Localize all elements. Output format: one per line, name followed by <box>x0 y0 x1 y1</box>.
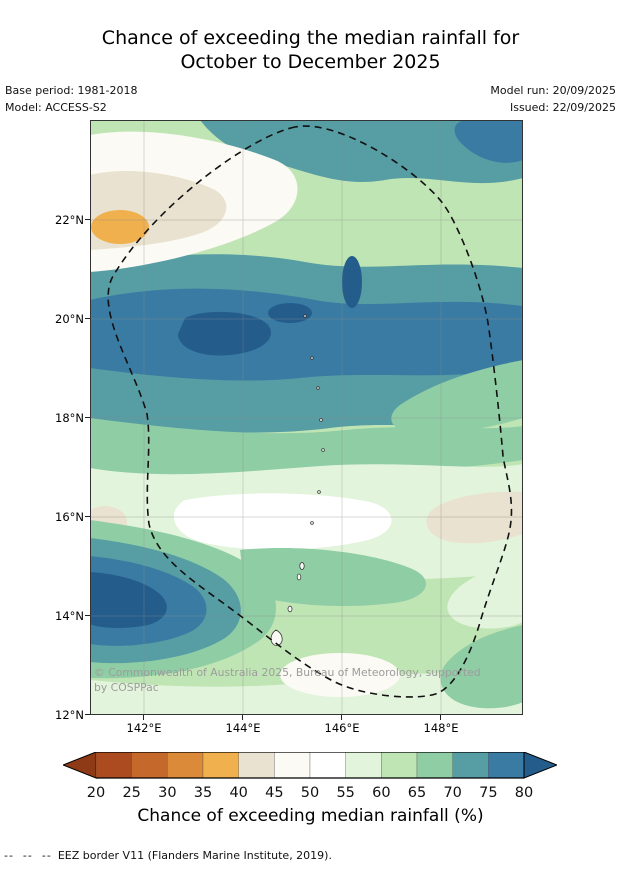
colorbar-segment <box>345 752 382 779</box>
x-tick-142e: 142°E <box>126 721 162 735</box>
island-dot <box>317 490 321 494</box>
x-tick-144e: 144°E <box>225 721 261 735</box>
contour-blob <box>440 625 523 709</box>
colorbar-tick: 40 <box>229 785 247 801</box>
contour-blob <box>240 548 427 607</box>
x-tick-146e: 146°E <box>324 721 360 735</box>
y-tickmark <box>85 219 90 220</box>
colorbar-tick: 50 <box>301 785 319 801</box>
colorbar-tick: 65 <box>408 785 426 801</box>
eez-footnote: -- -- -- EEZ border V11 (Flanders Marine … <box>4 849 332 862</box>
colorbar-tick: 60 <box>372 785 390 801</box>
figure-title: Chance of exceeding the median rainfall … <box>0 26 621 74</box>
run-metadata-right: Model run: 20/09/2025 Issued: 22/09/2025 <box>490 82 616 116</box>
model-label: Model: ACCESS-S2 <box>5 101 107 114</box>
y-tick-20n: 20°N <box>55 312 84 326</box>
gridlines <box>90 120 523 715</box>
contour-core-over80 <box>178 311 271 356</box>
colorbar-tick: 20 <box>87 785 105 801</box>
island-tinian <box>296 573 302 581</box>
island-dot <box>316 386 320 390</box>
y-tickmark <box>85 417 90 418</box>
copyright-line-2: by COSPPac <box>94 681 159 694</box>
y-tick-22n: 22°N <box>55 213 84 227</box>
contour-blob <box>447 560 523 629</box>
colorbar-tick: 80 <box>515 785 533 801</box>
island-dot <box>310 356 314 360</box>
colorbar-segment <box>452 752 489 779</box>
rainfall-probability-map: © Commonwealth of Australia 2025, Bureau… <box>90 120 523 715</box>
colorbar-tick: 35 <box>194 785 212 801</box>
colorbar-tick: 30 <box>158 785 176 801</box>
island-dot <box>310 521 314 525</box>
contour-core-over80 <box>342 256 362 308</box>
island-dot <box>319 418 323 422</box>
colorbar-segment <box>95 752 132 779</box>
y-tickmark <box>85 516 90 517</box>
map-frame <box>90 120 523 715</box>
copyright-line-1: © Commonwealth of Australia 2025, Bureau… <box>94 666 481 679</box>
issued-label: Issued: 22/09/2025 <box>509 101 616 114</box>
title-line-2: October to December 2025 <box>180 51 441 73</box>
colorbar-under-arrow <box>63 752 97 779</box>
colorbar-tick: 45 <box>265 785 283 801</box>
colorbar-tick: 75 <box>479 785 497 801</box>
colorbar-outline <box>96 752 524 779</box>
y-tickmark <box>85 615 90 616</box>
eez-dash-symbol: -- -- -- <box>4 849 52 862</box>
colorbar-over-arrow <box>523 752 557 779</box>
colorbar-segment <box>488 752 525 779</box>
x-tick-148e: 148°E <box>423 721 459 735</box>
contour-blob <box>426 491 523 544</box>
colorbar: 20 25 30 35 40 45 50 55 60 65 70 75 80 <box>63 752 557 801</box>
island-dot <box>303 314 307 318</box>
contour-blob <box>90 418 523 479</box>
contour-core-over80 <box>268 303 312 323</box>
x-tickmark <box>143 715 144 720</box>
contour-fills <box>90 120 523 715</box>
base-period-label: Base period: 1981-2018 <box>5 84 138 97</box>
colorbar-segment <box>202 752 239 779</box>
colorbar-segment <box>416 752 453 779</box>
run-metadata-left: Base period: 1981-2018 Model: ACCESS-S2 <box>5 82 137 116</box>
contour-blob <box>173 493 392 550</box>
contour-blob <box>90 288 523 381</box>
contour-blob <box>391 360 523 434</box>
colorbar-segment <box>309 752 346 779</box>
model-run-label: Model run: 20/09/2025 <box>490 84 616 97</box>
colorbar-segment <box>131 752 168 779</box>
y-tick-14n: 14°N <box>55 609 84 623</box>
colorbar-segment <box>381 752 418 779</box>
title-line-1: Chance of exceeding the median rainfall … <box>101 27 520 49</box>
colorbar-label: Chance of exceeding median rainfall (%) <box>137 806 484 826</box>
y-tickmark <box>85 714 90 715</box>
contour-blob <box>200 120 523 184</box>
contour-blob <box>454 120 523 163</box>
colorbar-tick: 70 <box>443 785 461 801</box>
y-tick-16n: 16°N <box>55 510 84 524</box>
map-figure <box>90 120 523 715</box>
colorbar-tick: 55 <box>336 785 354 801</box>
y-tick-12n: 12°N <box>55 708 84 722</box>
colorbar-segment <box>167 752 204 779</box>
colorbar-tick: 25 <box>122 785 140 801</box>
island-dot <box>321 448 325 452</box>
x-tickmark <box>341 715 342 720</box>
copyright-watermark: © Commonwealth of Australia 2025, Bureau… <box>94 665 506 695</box>
x-tickmark <box>242 715 243 720</box>
y-tick-18n: 18°N <box>55 411 84 425</box>
colorbar-segment <box>238 752 275 779</box>
eez-footnote-text: EEZ border V11 (Flanders Marine Institut… <box>57 849 332 862</box>
y-tickmark <box>85 318 90 319</box>
island-saipan <box>299 562 305 570</box>
contour-blob <box>280 653 400 697</box>
island-rota <box>287 605 293 613</box>
contour-core-over80 <box>90 572 167 628</box>
contour-orange-anomaly <box>91 210 149 244</box>
colorbar-segment <box>274 752 311 779</box>
eez-border-path <box>107 125 513 698</box>
x-tickmark <box>440 715 441 720</box>
